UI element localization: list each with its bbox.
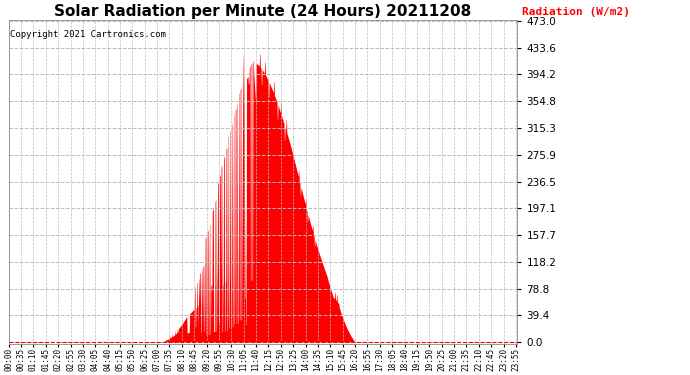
Text: Copyright 2021 Cartronics.com: Copyright 2021 Cartronics.com bbox=[10, 30, 166, 39]
Title: Solar Radiation per Minute (24 Hours) 20211208: Solar Radiation per Minute (24 Hours) 20… bbox=[55, 4, 471, 19]
Text: Radiation (W/m2): Radiation (W/m2) bbox=[522, 8, 631, 17]
